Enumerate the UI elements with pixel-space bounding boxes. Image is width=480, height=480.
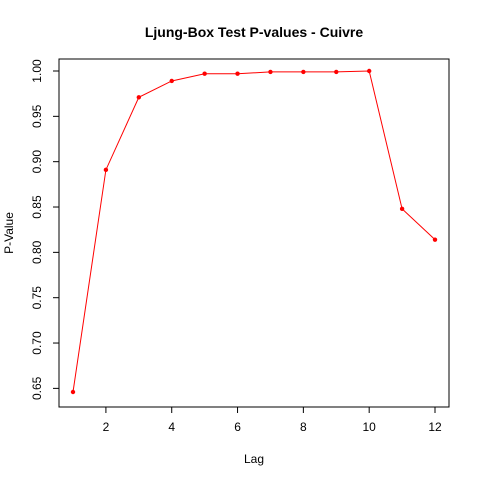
data-point xyxy=(367,69,371,73)
x-axis-label: Lag xyxy=(244,452,264,466)
data-point xyxy=(71,390,75,394)
x-tick-label: 6 xyxy=(234,420,241,434)
data-point xyxy=(202,72,206,76)
x-tick-label: 8 xyxy=(300,420,307,434)
data-point xyxy=(301,70,305,74)
y-axis-label: P-Value xyxy=(2,212,16,254)
data-point xyxy=(137,95,141,99)
data-point xyxy=(433,237,437,241)
y-tick-label: 0.95 xyxy=(30,104,44,128)
x-tick-label: 10 xyxy=(363,420,377,434)
y-tick-label: 0.85 xyxy=(30,195,44,219)
x-tick-label: 12 xyxy=(428,420,442,434)
y-tick-label: 0.90 xyxy=(30,150,44,174)
data-point xyxy=(170,79,174,83)
y-tick-label: 0.70 xyxy=(30,331,44,355)
data-point xyxy=(334,70,338,74)
y-tick-label: 1.00 xyxy=(30,59,44,83)
y-tick-label: 0.75 xyxy=(30,286,44,310)
x-tick-label: 4 xyxy=(168,420,175,434)
y-tick-label: 0.80 xyxy=(30,240,44,264)
data-point xyxy=(400,207,404,211)
data-point xyxy=(268,70,272,74)
y-tick-label: 0.65 xyxy=(30,376,44,400)
data-point xyxy=(104,168,108,172)
data-point xyxy=(235,72,239,76)
chart-title: Ljung-Box Test P-values - Cuivre xyxy=(145,24,364,40)
x-tick-label: 2 xyxy=(103,420,110,434)
